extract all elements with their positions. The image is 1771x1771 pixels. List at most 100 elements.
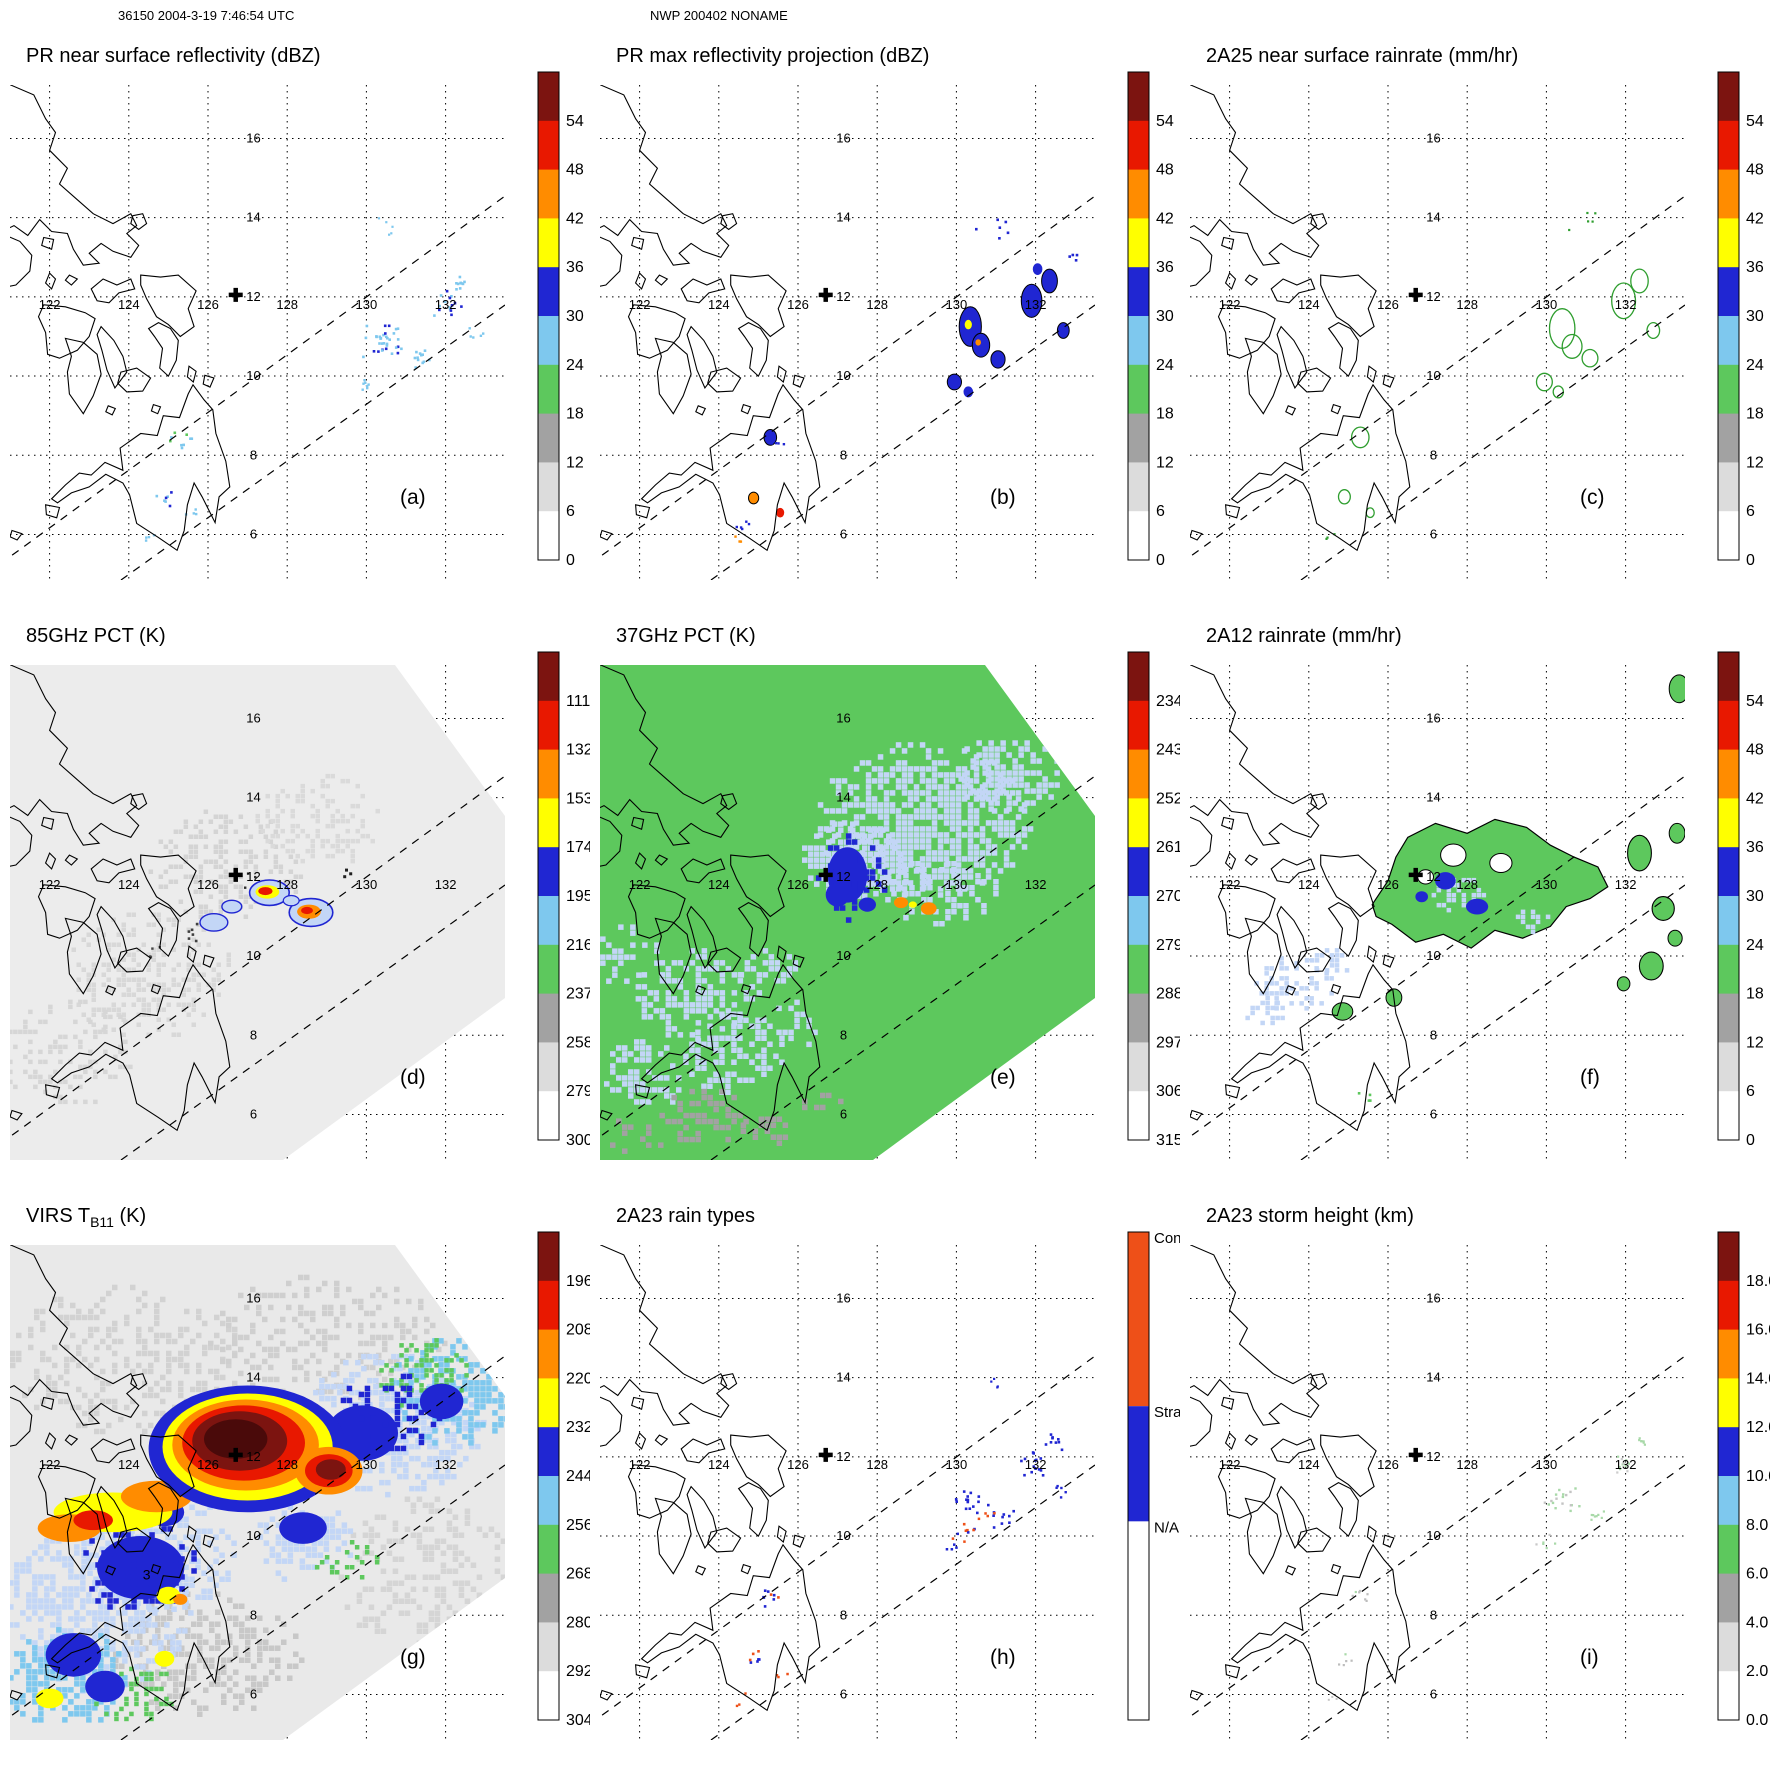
data-pixel [106,1326,112,1333]
data-pixel [376,1352,382,1359]
data-pixel [802,845,808,851]
data-pixel [263,1681,269,1687]
data-pixel [153,1606,159,1612]
data-pixel [215,1633,221,1639]
data-pixel [129,1681,134,1687]
data-pixel [159,1671,164,1677]
data-pixel [171,922,176,927]
data-pixel [701,954,708,960]
data-pixel [737,1035,743,1041]
data-pixel [701,1094,707,1101]
data-pixel [317,1552,324,1558]
data-pixel [412,1427,419,1434]
data-pixel [125,1633,131,1639]
data-pixel [58,1094,63,1100]
data-pixel [62,1717,68,1723]
data-pixel [945,891,951,897]
data-pixel [269,1546,276,1552]
colorbar-tick-label: 48 [566,162,584,179]
data-pixel [50,1622,56,1628]
data-pixel [168,849,174,854]
data-pixel [283,879,289,884]
data-pixel [44,1592,50,1598]
data-pixel [973,772,980,778]
data-pixel [226,1344,232,1351]
data-pixel [173,864,179,869]
data-pixel [215,1645,221,1651]
data-pixel [134,1696,139,1702]
data-pixel [427,1437,433,1444]
data-pixel [206,942,211,947]
data-pixel [131,927,136,932]
svg-text:128: 128 [1456,877,1478,892]
data-pixel [166,1002,171,1007]
data-pixel [32,1693,38,1699]
data-pixel [215,1621,221,1627]
data-pixel [161,942,166,947]
data-pixel [838,1098,844,1105]
data-pixel [32,1717,38,1723]
colorbar-border [1127,651,1150,1141]
data-pixel [470,1586,477,1592]
data-pixel [772,1593,776,1597]
colorbar-tick-label: 304 [566,1712,590,1729]
data-pixel [316,1328,322,1335]
data-pixel [359,1575,365,1580]
data-pixel [1543,1501,1547,1504]
data-pixel [817,802,824,808]
data-pixel [881,887,888,893]
data-pixel [281,1576,288,1582]
data-pixel [214,1344,220,1351]
data-pixel [148,1350,154,1357]
svg-text:130: 130 [946,297,968,312]
data-pixel [201,1588,207,1594]
data-pixel [429,1348,434,1353]
data-pixel [463,280,466,284]
data-pixel [358,1358,364,1365]
data-pixel [1329,958,1335,963]
data-pixel [158,874,164,879]
data-pixel [889,850,896,856]
data-pixel [776,1005,782,1012]
data-pixel [329,1570,335,1575]
data-pixel [1006,770,1012,776]
data-pixel [1329,991,1334,996]
data-pixel [62,1556,68,1562]
data-pixel [1000,1522,1004,1525]
data-pixel [634,1069,640,1075]
data-pixel [193,874,199,879]
colorbar-segment [538,798,559,848]
colorbar-tick-label: 6 [1746,503,1755,520]
data-pixel [83,1550,89,1556]
data-pixel [185,1609,191,1615]
data-pixel [462,1669,468,1675]
data-pixel [116,1532,122,1538]
data-pixel [98,1616,104,1622]
data-pixel [403,1389,409,1396]
data-pixel [889,766,896,772]
data-pixel [152,1640,158,1646]
data-pixel [112,1404,118,1411]
data-pixel [955,874,962,880]
data-pixel [156,912,161,917]
data-pixel [600,936,606,942]
data-pixel [416,1604,423,1610]
data-pixel [112,1320,118,1327]
data-pixel [26,1598,32,1604]
data-pixel [142,1350,148,1357]
data-pixel [101,982,106,987]
data-pixel [74,1586,80,1592]
data-pixel [379,1368,384,1373]
data-pixel [871,808,878,814]
data-pixel [238,839,244,844]
data-pixel [451,1437,457,1444]
data-pixel [376,1382,382,1389]
data-pixel [913,814,920,820]
data-pixel [191,1550,197,1556]
data-pixel [1012,782,1018,788]
data-pixel [841,808,848,814]
data-pixel [451,1419,457,1426]
data-pixel [498,1392,504,1398]
data-pixel [100,1368,106,1375]
